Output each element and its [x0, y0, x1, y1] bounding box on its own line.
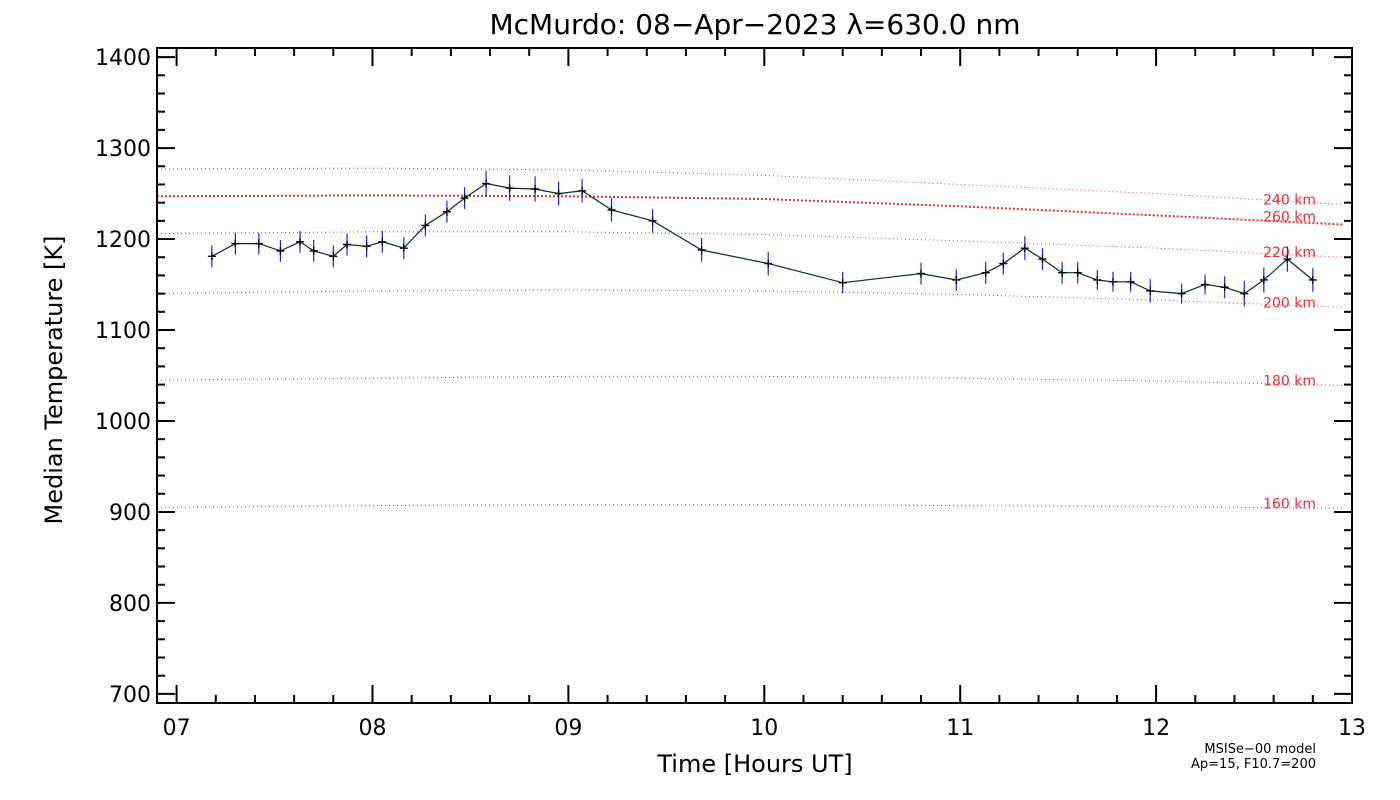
data-point-18 — [578, 186, 587, 195]
y-tick-label-0: 700 — [109, 683, 151, 708]
x-tick-label-5: 12 — [1142, 716, 1170, 741]
data-point-24 — [917, 269, 926, 278]
data-point-21 — [697, 245, 706, 254]
model-line-label-2: 220 km — [1263, 245, 1316, 261]
y-tick-label-1: 800 — [109, 592, 151, 617]
x-tick-label-6: 13 — [1338, 716, 1366, 741]
data-point-12 — [442, 207, 451, 216]
y-tick-label-5: 1200 — [95, 228, 151, 253]
x-axis-label: Time [Hours UT] — [656, 750, 852, 778]
data-point-7 — [343, 240, 352, 249]
model-line-0 — [156, 194, 1343, 226]
data-series — [207, 170, 1317, 307]
data-point-37 — [1201, 280, 1210, 289]
data-point-29 — [1038, 255, 1047, 264]
x-tick-label-0: 07 — [163, 716, 191, 741]
model-note-line-2: Ap=15, F10.7=200 — [1191, 757, 1316, 772]
y-tick-label-6: 1300 — [95, 137, 151, 162]
data-point-6 — [329, 252, 338, 261]
data-point-15 — [505, 184, 514, 193]
data-point-22 — [764, 259, 773, 268]
model-line-5 — [156, 504, 1343, 509]
y-tick-label-3: 1000 — [95, 410, 151, 435]
data-point-13 — [460, 194, 469, 203]
data-point-38 — [1220, 283, 1229, 292]
chart-title: McMurdo: 08−Apr−2023 λ=630.0 nm — [490, 8, 1021, 41]
y-tick-label-4: 1100 — [95, 319, 151, 344]
data-point-20 — [648, 216, 657, 225]
data-point-8 — [362, 242, 371, 251]
data-point-35 — [1146, 286, 1155, 295]
data-point-34 — [1126, 277, 1135, 286]
data-point-25 — [952, 275, 961, 284]
data-point-28 — [1020, 244, 1029, 253]
data-point-17 — [554, 189, 563, 198]
data-point-19 — [607, 205, 616, 214]
data-point-16 — [531, 185, 540, 194]
model-line-label-4: 180 km — [1263, 374, 1316, 390]
x-tick-label-3: 10 — [750, 716, 778, 741]
model-line-label-5: 160 km — [1263, 496, 1316, 512]
axis-ticks: 07 08 09 10 11 12 13 700 800 900 1000 1100 1200 1300 1… — [95, 46, 1366, 741]
data-point-30 — [1058, 268, 1067, 277]
data-point-31 — [1073, 268, 1082, 277]
x-tick-label-1: 08 — [358, 716, 386, 741]
data-point-9 — [378, 237, 387, 246]
data-point-4 — [296, 237, 305, 246]
model-line-2 — [156, 231, 1343, 258]
model-line-label-1: 240 km — [1263, 193, 1316, 209]
x-tick-label-2: 09 — [554, 716, 582, 741]
data-point-27 — [999, 259, 1008, 268]
data-point-14 — [482, 179, 491, 188]
data-point-5 — [309, 246, 318, 255]
data-point-42 — [1308, 275, 1317, 284]
data-point-0 — [207, 252, 216, 261]
model-line-4 — [156, 375, 1343, 386]
data-point-32 — [1093, 275, 1102, 284]
model-line-label-3: 200 km — [1263, 295, 1316, 311]
data-point-10 — [399, 244, 408, 253]
data-point-41 — [1283, 255, 1292, 264]
x-tick-label-4: 11 — [946, 716, 974, 741]
data-point-1 — [231, 239, 240, 248]
data-point-36 — [1177, 289, 1186, 298]
data-point-39 — [1240, 289, 1249, 298]
data-point-11 — [421, 221, 430, 230]
data-point-33 — [1109, 277, 1117, 286]
data-point-26 — [981, 268, 990, 277]
y-tick-label-2: 900 — [109, 501, 151, 526]
y-tick-label-7: 1400 — [95, 46, 151, 71]
data-point-23 — [838, 278, 847, 287]
data-point-3 — [276, 246, 285, 255]
model-note-line-1: MSISe−00 model — [1204, 742, 1316, 757]
model-line-label-0: 260 km — [1263, 210, 1316, 226]
data-point-2 — [254, 239, 263, 248]
y-axis-label: Median Temperature [K] — [40, 235, 68, 524]
series-line-0 — [211, 182, 1314, 295]
plot-frame — [156, 47, 1353, 704]
data-point-40 — [1259, 275, 1268, 284]
